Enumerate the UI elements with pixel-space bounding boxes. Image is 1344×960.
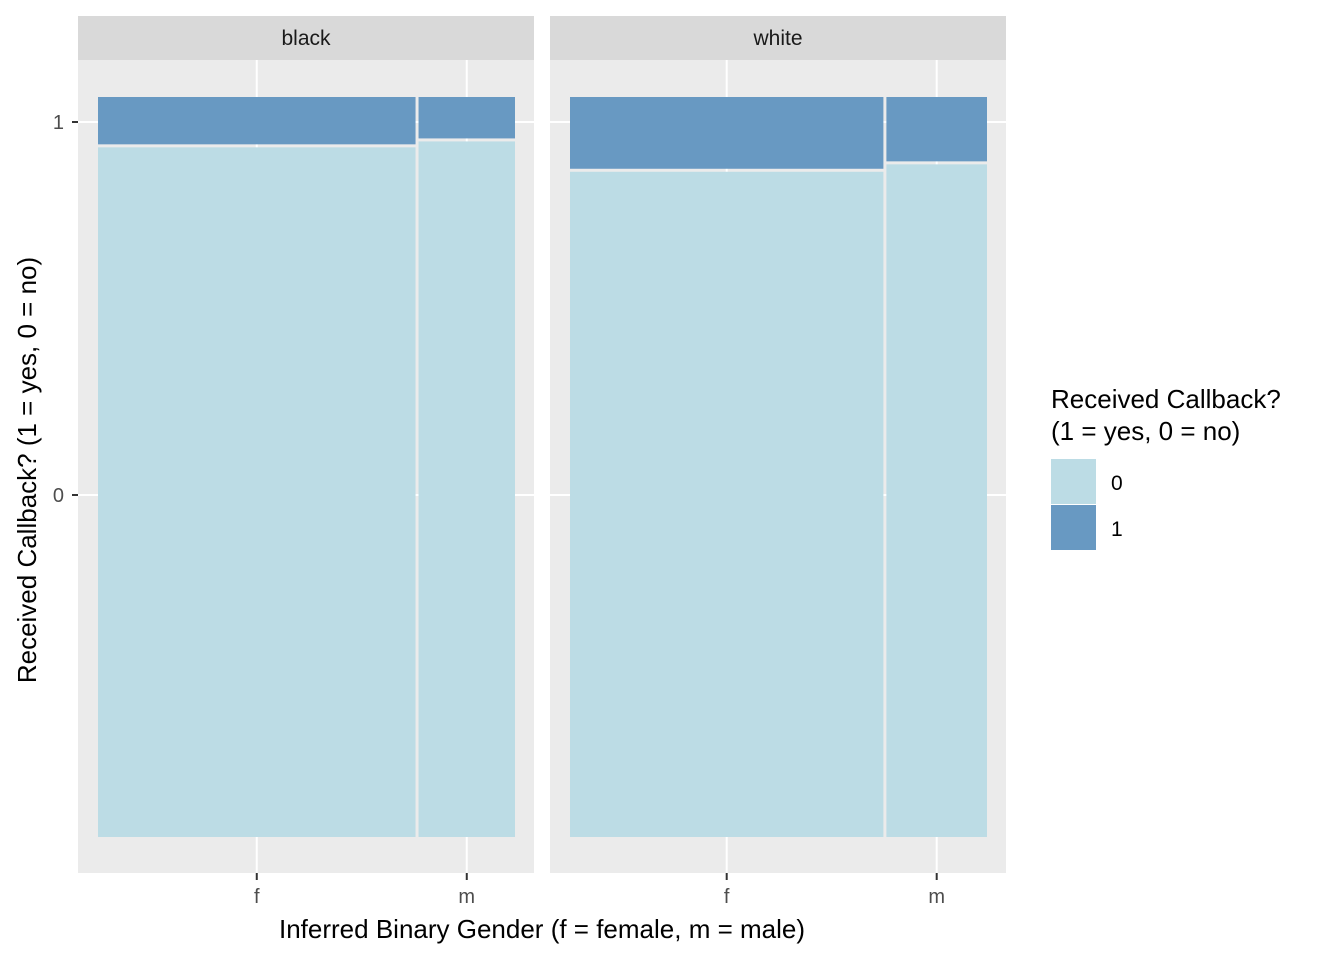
facet-strip-label: black — [281, 27, 331, 50]
tile-m-callback-0 — [886, 164, 987, 838]
tile-f-callback-1 — [98, 97, 416, 145]
legend-title-line-2: (1 = yes, 0 = no) — [1051, 416, 1240, 446]
tile-m-callback-1 — [418, 97, 515, 139]
legend-label-0: 0 — [1111, 472, 1123, 495]
y-tick-label: 1 — [53, 112, 64, 134]
y-tick-label: 0 — [53, 485, 64, 507]
x-tick-label: f — [254, 886, 260, 908]
legend-key-1 — [1051, 505, 1096, 550]
facet-strip — [550, 16, 1006, 60]
tile-f-callback-1 — [570, 97, 884, 169]
facet-panels: black f m white f m — [78, 16, 1006, 908]
legend-key-0 — [1051, 459, 1096, 504]
y-axis-title: Received Callback? (1 = yes, 0 = no) — [12, 257, 42, 683]
tile-f-callback-0 — [98, 147, 416, 838]
tile-m-callback-1 — [886, 97, 987, 162]
tile-m-callback-0 — [418, 141, 515, 838]
axes: 01 — [53, 112, 78, 507]
x-tick-label: m — [928, 886, 945, 908]
facet-strip — [78, 16, 534, 60]
x-axis-title: Inferred Binary Gender (f = female, m = … — [279, 914, 805, 944]
legend-label-1: 1 — [1111, 518, 1123, 541]
x-tick-label: f — [724, 886, 730, 908]
facet-panel-black: black f m — [78, 16, 534, 908]
legend: Received Callback? (1 = yes, 0 = no) 0 1 — [1051, 384, 1281, 550]
legend-title-line-1: Received Callback? — [1051, 384, 1281, 414]
x-tick-label: m — [458, 886, 475, 908]
facet-strip-label: white — [752, 27, 802, 50]
facet-panel-white: white f m — [550, 16, 1006, 908]
tile-f-callback-0 — [570, 171, 884, 837]
